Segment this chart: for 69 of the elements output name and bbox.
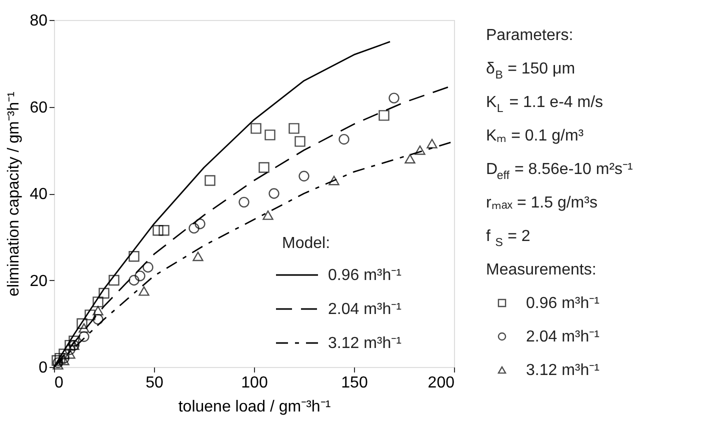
text: f S = 2 [486,228,530,249]
point [54,352,66,364]
point [58,348,70,360]
x-tick-label: 150 [341,374,368,392]
point [84,310,96,320]
x-tick-label: 100 [241,374,268,392]
text: Parameters: [486,27,574,44]
x-tick-label: 0 [54,374,64,392]
point [298,170,310,182]
point [134,270,146,282]
point [76,318,88,329]
point [78,331,90,342]
legend-label: 0.96 m³h⁻¹ [526,295,600,312]
point [404,154,416,164]
point [128,274,140,286]
point [68,336,80,346]
point [328,176,340,186]
point [108,274,120,286]
point [262,210,274,220]
point [58,356,70,366]
y-tick-label: 0 [38,360,48,376]
point [258,162,270,173]
y-tick-label: 80 [30,12,48,30]
point [188,222,200,234]
legend-label: 2.04 m³h⁻¹ [526,328,600,346]
legend-label: 3.12 m³h⁻¹ [328,335,402,352]
point [98,288,110,299]
point [250,123,262,134]
point [158,225,170,236]
point [138,286,150,296]
point [64,344,76,355]
point [58,352,70,364]
legend-label: 3.12 m³h⁻¹ [526,362,600,379]
point [52,360,64,370]
point [388,92,400,104]
point [92,314,104,325]
legend-label: 0.96 m³h⁻¹ [328,267,402,284]
point [92,296,104,308]
text: rₘₐₓ = 1.5 g/m³s [486,194,598,212]
point [414,145,426,155]
legend-label: 2.04 m³h⁻¹ [328,301,402,318]
point [378,110,390,121]
point [288,123,300,134]
point [64,349,76,359]
x-axis-title: toluene load / gm⁻³h⁻¹ [178,398,331,416]
point [426,138,438,148]
text: Measurements: [486,262,596,278]
point [142,262,154,273]
y-tick-label: 20 [30,272,48,290]
point [264,130,276,140]
x-tick-label: 50 [146,374,164,392]
point [64,340,76,351]
point [92,306,104,316]
point [238,196,250,208]
point [128,251,140,262]
point [268,188,280,199]
point [338,134,350,145]
point [194,218,206,230]
x-tick-label: 200 [428,374,455,392]
y-axis-title: elimination capacity / gm⁻³h⁻¹ [6,92,23,296]
point [78,323,90,333]
point [294,136,306,147]
point [204,175,216,186]
legend-title: Model: [282,235,330,252]
point [152,225,164,236]
y-tick-label: 60 [30,99,48,116]
point [192,252,204,262]
text: Kₘ = 0.1 g/m³ [486,128,584,144]
y-tick-label: 40 [30,186,48,203]
